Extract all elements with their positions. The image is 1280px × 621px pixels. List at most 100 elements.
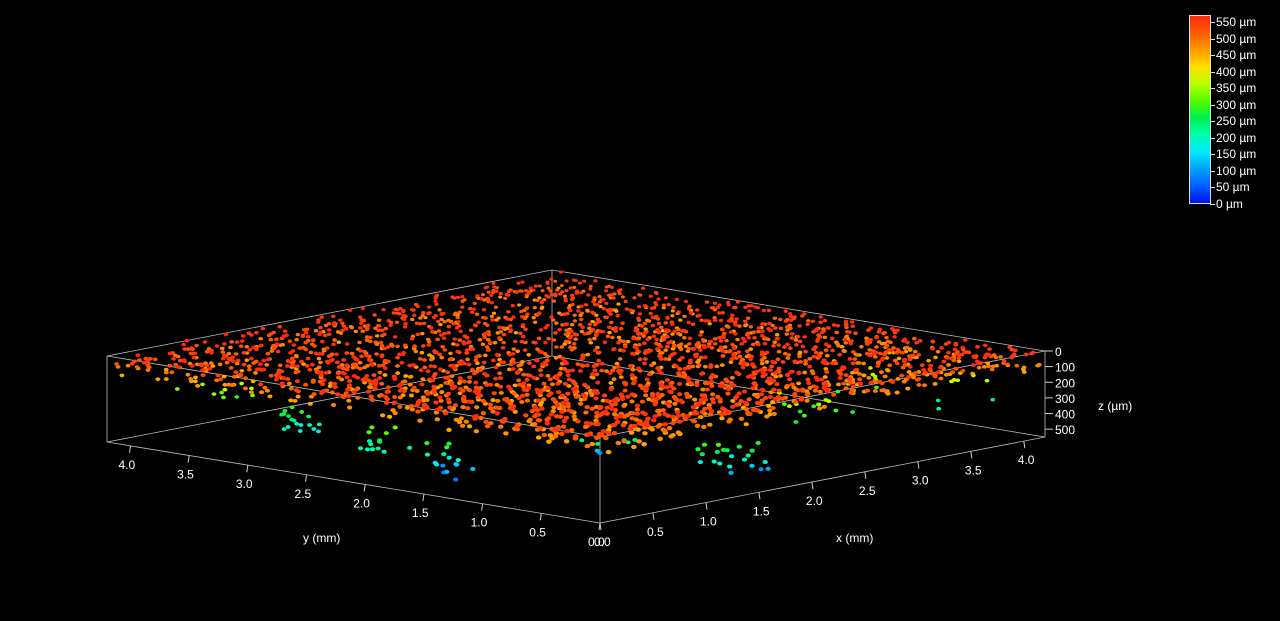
particle-point [425,391,431,396]
particle-point [611,377,617,382]
particle-point [224,360,230,365]
particle-point [745,331,751,336]
particle-point [651,334,657,338]
particle-point [644,423,651,428]
particle-point [976,365,982,370]
particle-point [541,397,547,402]
particle-point [627,364,633,368]
particle-point [819,377,825,382]
particle-point [280,343,285,347]
particle-point [340,328,345,333]
particle-point [636,439,642,444]
particle-point [511,391,517,396]
particle-point [592,296,597,300]
particle-point [694,423,701,429]
particle-point [383,431,389,436]
particle-point [553,331,558,335]
particle-point [331,342,336,347]
particle-point [558,431,565,436]
particle-point [457,391,463,396]
particle-point [599,368,605,373]
particle-point [667,389,673,394]
particle-point [331,403,337,407]
particle-point [706,402,712,408]
particle-point [573,394,580,399]
particle-point [525,312,530,316]
particle-point [822,375,828,379]
particle-point [332,385,338,389]
particle-point [572,313,577,317]
particle-point [552,434,559,439]
particle-point [708,339,714,344]
particle-point [745,453,751,458]
particle-point [524,392,530,397]
particle-point [618,288,623,292]
particle-point [830,348,835,353]
particle-point [556,390,562,395]
particle-point [316,356,322,361]
particle-point [730,313,735,317]
particle-point [737,324,742,328]
particle-point [884,368,890,372]
particle-point [239,368,245,373]
particle-point [251,345,257,350]
particle-point [397,352,402,357]
particle-point [241,350,247,355]
particle-point [738,398,744,404]
particle-point [560,356,566,361]
particle-point [718,339,724,343]
particle-point [748,357,754,362]
particle-point [646,350,651,354]
particle-point [341,358,347,362]
particle-point [657,436,663,441]
x-tick-label: 0.0 [594,535,611,549]
particle-point [525,386,532,391]
particle-point [457,338,462,342]
particle-point [773,370,779,375]
particle-point [756,329,761,334]
particle-point [690,405,697,410]
particle-point [474,355,479,359]
particle-point [487,402,494,407]
particle-point [433,400,439,405]
particle-point [618,326,624,331]
particle-point [506,289,511,294]
particle-point [1021,365,1027,370]
particle-point [392,335,398,339]
particle-point [268,373,274,378]
particle-point [573,279,578,283]
particle-point [989,367,995,372]
particle-point [246,367,252,372]
particle-point [695,308,700,312]
particle-point [384,389,390,394]
particle-point [708,409,715,414]
particle-point [844,334,850,338]
particle-point [793,399,799,404]
particle-point [609,285,615,289]
x-tick-mark [970,451,973,459]
particle-point [590,375,596,380]
particle-point [478,385,484,390]
particle-point [577,323,583,327]
particle-point [288,350,293,355]
particle-point [600,398,606,403]
particle-point [843,341,849,345]
particle-point [784,325,790,329]
particle-point [383,326,389,331]
particle-point [637,342,642,347]
particle-point [770,323,775,328]
particle-point [397,404,403,409]
y-tick-label: 2.5 [295,487,312,501]
particle-point [720,327,725,332]
particle-point [331,322,336,326]
particle-point [376,318,382,322]
particle-point [800,344,806,349]
particle-point [652,414,658,419]
x-tick-mark [705,502,708,510]
y-tick-mark [363,484,366,492]
particle-point [451,321,456,326]
y-tick-label: 1.5 [412,506,429,520]
particle-point [415,409,421,414]
particle-point [628,308,634,312]
particle-point [802,335,808,339]
